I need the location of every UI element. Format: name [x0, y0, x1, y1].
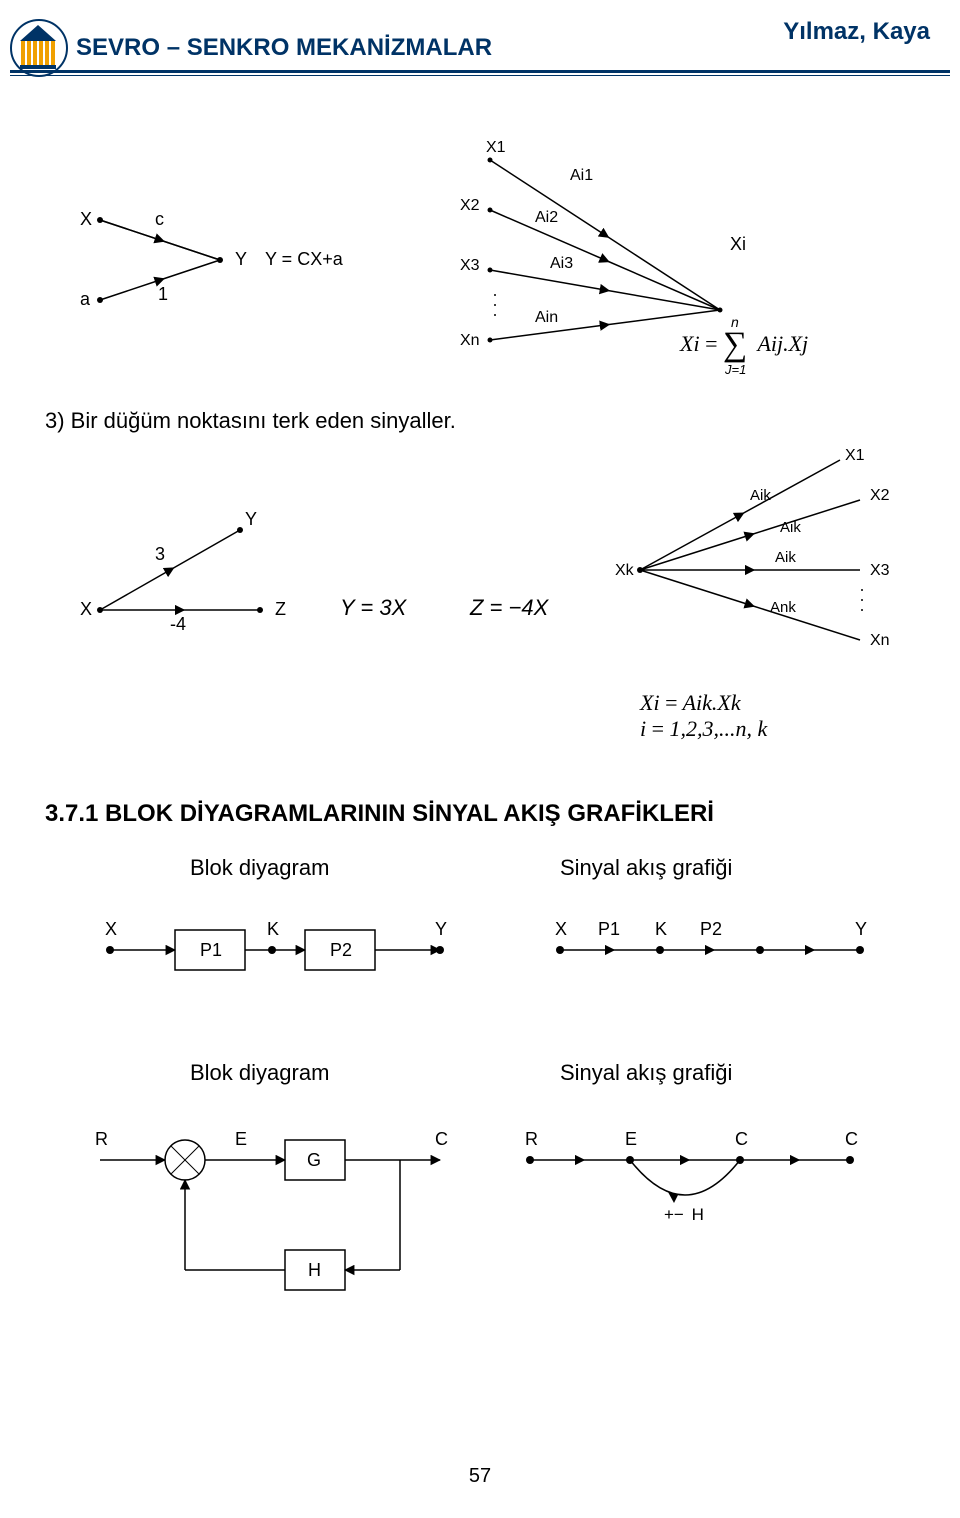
svg-text:Y: Y — [235, 249, 247, 269]
svg-text:E: E — [235, 1129, 247, 1149]
svg-text:P2: P2 — [330, 940, 352, 960]
svg-text:Ai1: Ai1 — [570, 167, 593, 184]
logo — [10, 19, 68, 77]
svg-text:P1: P1 — [598, 919, 620, 939]
section3-text: 3) Bir düğüm noktasını terk eden sinyall… — [45, 408, 456, 434]
svg-text:Aik: Aik — [750, 487, 771, 504]
svg-text:P1: P1 — [200, 940, 222, 960]
fig3-header-right-2: Sinyal akış grafiği — [560, 1060, 732, 1086]
svg-text:C: C — [735, 1129, 748, 1149]
header-rule-thin — [10, 75, 950, 76]
svg-text:C: C — [435, 1129, 448, 1149]
header-rule-thick — [10, 70, 950, 73]
svg-text:X1: X1 — [486, 140, 506, 156]
svg-text:1: 1 — [158, 284, 168, 304]
fig3-header-right: Sinyal akış grafiği — [560, 855, 732, 881]
svg-text:X2: X2 — [870, 487, 890, 504]
svg-text:K: K — [267, 919, 279, 939]
fig3-header-left: Blok diyagram — [190, 855, 329, 881]
svg-text:Xn: Xn — [870, 632, 890, 649]
svg-text:X: X — [105, 919, 117, 939]
svg-text:X3: X3 — [460, 257, 480, 274]
svg-text:a: a — [80, 289, 91, 309]
svg-text:X: X — [80, 209, 92, 229]
fig2-svg: X Y Z 3 -4 Y = 3X Z = −4X Xk X1 X2 X3 Xn… — [40, 440, 920, 700]
svg-text:Aik: Aik — [780, 519, 801, 536]
svg-text:X1: X1 — [845, 447, 865, 464]
svg-text:+− H: +− H — [664, 1205, 704, 1224]
svg-text:X: X — [80, 599, 92, 619]
header-title-left: SEVRO – SENKRO MEKANİZMALAR — [76, 34, 492, 62]
svg-text:Ank: Ank — [770, 599, 796, 616]
svg-text:Z = −4X: Z = −4X — [469, 595, 550, 620]
section-371-heading: 3.7.1 BLOK DİYAGRAMLARININ SİNYAL AKIŞ G… — [45, 800, 714, 828]
svg-text:Ai2: Ai2 — [535, 209, 558, 226]
svg-text:Y = 3X: Y = 3X — [340, 595, 408, 620]
svg-text:G: G — [307, 1150, 321, 1170]
svg-text:Z: Z — [275, 599, 286, 619]
svg-text:Ai3: Ai3 — [550, 255, 573, 272]
fig2-equations: Xi = Aik.Xk i = 1,2,3,...n, k — [640, 690, 767, 742]
svg-text:Y = CX+a: Y = CX+a — [265, 249, 344, 269]
svg-text:Y: Y — [245, 509, 257, 529]
fig3-header-left-2: Blok diyagram — [190, 1060, 329, 1086]
svg-text:P2: P2 — [700, 919, 722, 939]
svg-text:X: X — [555, 919, 567, 939]
fig3-row1-svg: P1 P2 X K Y X P1 K P2 Y — [40, 900, 920, 1020]
svg-text:Y: Y — [855, 919, 867, 939]
fig3-row2-svg: G H R E C R E C C — [40, 1110, 920, 1350]
svg-text:c: c — [155, 209, 164, 229]
page-number: 57 — [0, 1465, 960, 1488]
svg-text:H: H — [308, 1260, 321, 1280]
svg-text:Ain: Ain — [535, 309, 558, 326]
svg-text:Aik: Aik — [775, 549, 796, 566]
svg-text:K: K — [655, 919, 667, 939]
svg-text:Xn: Xn — [460, 332, 480, 349]
svg-text:E: E — [625, 1129, 637, 1149]
svg-text:Y: Y — [435, 919, 447, 939]
svg-text:R: R — [95, 1129, 108, 1149]
header-title-right: Yılmaz, Kaya — [783, 18, 930, 46]
svg-text:Xi: Xi — [730, 234, 746, 254]
svg-text:X3: X3 — [870, 562, 890, 579]
svg-text:R: R — [525, 1129, 538, 1149]
fig1-equation: Xi = n ∑ J=1 Aij.Xj — [680, 320, 808, 374]
svg-text:-4: -4 — [170, 614, 186, 634]
svg-text:C: C — [845, 1129, 858, 1149]
svg-text:Xk: Xk — [615, 562, 635, 579]
svg-text:X2: X2 — [460, 197, 480, 214]
svg-text:3: 3 — [155, 544, 165, 564]
